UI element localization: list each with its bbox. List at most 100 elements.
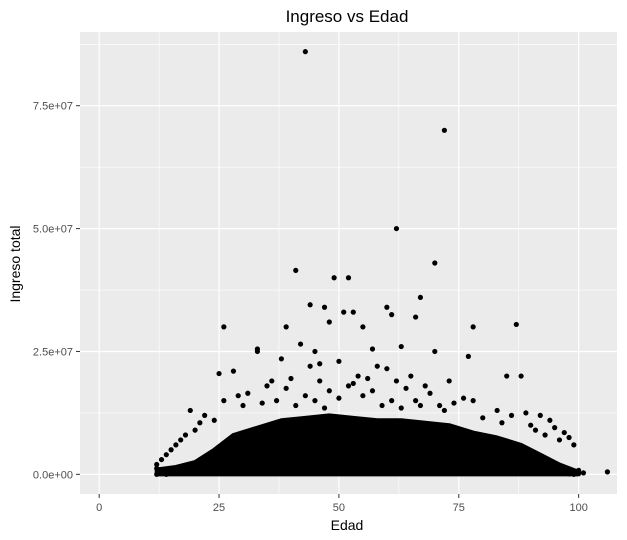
data-point <box>269 378 275 384</box>
data-point <box>571 471 577 477</box>
data-point <box>499 420 505 426</box>
data-point <box>432 260 438 266</box>
data-point <box>264 383 270 389</box>
data-point <box>552 425 558 431</box>
data-point <box>389 398 395 404</box>
data-point <box>163 452 169 458</box>
data-point <box>278 356 284 362</box>
y-tick-label: 7.5e+07 <box>33 101 73 113</box>
data-point <box>293 402 299 409</box>
data-point <box>374 363 380 369</box>
data-point <box>523 410 529 416</box>
data-point <box>365 375 371 382</box>
data-point <box>528 422 534 428</box>
data-point <box>288 375 294 382</box>
data-point <box>192 427 198 433</box>
x-tick-label: 0 <box>96 502 102 514</box>
data-point <box>441 127 447 133</box>
data-point <box>384 366 390 372</box>
data-point <box>326 388 332 394</box>
data-point <box>240 402 246 409</box>
data-cloud <box>154 413 581 477</box>
data-point <box>254 348 261 355</box>
data-point <box>336 358 342 364</box>
data-point <box>542 432 548 438</box>
data-point <box>331 275 337 281</box>
data-point <box>547 417 553 423</box>
x-tick-label: 75 <box>453 502 465 514</box>
x-axis: 0 25 50 75 100 <box>96 494 588 514</box>
data-point <box>302 393 308 399</box>
x-tick-label: 25 <box>213 502 225 514</box>
data-point <box>432 348 438 355</box>
data-point <box>436 402 443 409</box>
data-point <box>221 324 227 330</box>
data-point <box>532 427 539 433</box>
y-axis: 0.0e+00 2.5e+07 5.0e+07 7.5e+07 <box>33 101 80 481</box>
data-point <box>369 388 376 394</box>
data-point <box>163 471 169 477</box>
data-point <box>302 49 308 55</box>
y-tick-label: 2.5e+07 <box>33 346 73 358</box>
data-point <box>178 437 184 443</box>
data-point <box>312 348 318 355</box>
data-point <box>283 324 289 330</box>
dense-points-area <box>154 413 581 477</box>
data-point <box>441 407 447 414</box>
data-point <box>446 378 452 384</box>
data-point <box>513 321 519 328</box>
data-point <box>283 385 289 391</box>
chart-title: Ingreso vs Edad <box>286 7 409 26</box>
data-point <box>604 469 611 475</box>
data-point <box>417 402 424 409</box>
data-point <box>537 412 543 418</box>
data-point <box>355 373 361 379</box>
data-point <box>350 309 356 315</box>
data-point <box>360 324 366 330</box>
data-point <box>460 395 467 401</box>
data-point <box>384 304 390 310</box>
data-point <box>154 465 160 472</box>
data-point <box>154 471 160 477</box>
data-point <box>216 370 222 377</box>
data-point <box>403 385 409 391</box>
data-point <box>393 378 400 384</box>
data-point <box>494 407 500 414</box>
data-point <box>345 275 352 281</box>
data-point <box>427 390 433 396</box>
data-point <box>566 471 572 477</box>
data-point <box>480 415 486 421</box>
data-point <box>259 400 265 406</box>
data-point <box>571 442 577 448</box>
plot-panel <box>80 32 617 494</box>
data-point <box>336 395 342 401</box>
data-point <box>317 361 323 367</box>
data-point <box>202 412 208 418</box>
data-point <box>561 429 567 436</box>
x-tick-label: 100 <box>569 502 587 514</box>
data-point <box>413 314 419 320</box>
data-point <box>350 380 356 387</box>
data-point <box>508 412 515 418</box>
x-tick-label: 50 <box>333 502 345 514</box>
data-point <box>173 442 179 448</box>
data-point <box>379 402 385 409</box>
data-point <box>245 390 251 396</box>
data-point <box>168 447 174 453</box>
x-axis-title: Edad <box>331 517 364 533</box>
data-point <box>345 383 352 389</box>
data-points <box>154 49 611 477</box>
data-point <box>312 398 318 404</box>
data-point <box>341 309 347 315</box>
data-point <box>470 398 476 404</box>
data-point <box>197 420 203 426</box>
data-point <box>389 312 395 318</box>
data-point <box>221 398 227 404</box>
data-point <box>556 437 563 443</box>
data-point <box>293 267 299 273</box>
data-point <box>321 304 328 310</box>
data-point <box>566 434 572 441</box>
data-point <box>417 294 424 301</box>
data-point <box>154 461 160 468</box>
